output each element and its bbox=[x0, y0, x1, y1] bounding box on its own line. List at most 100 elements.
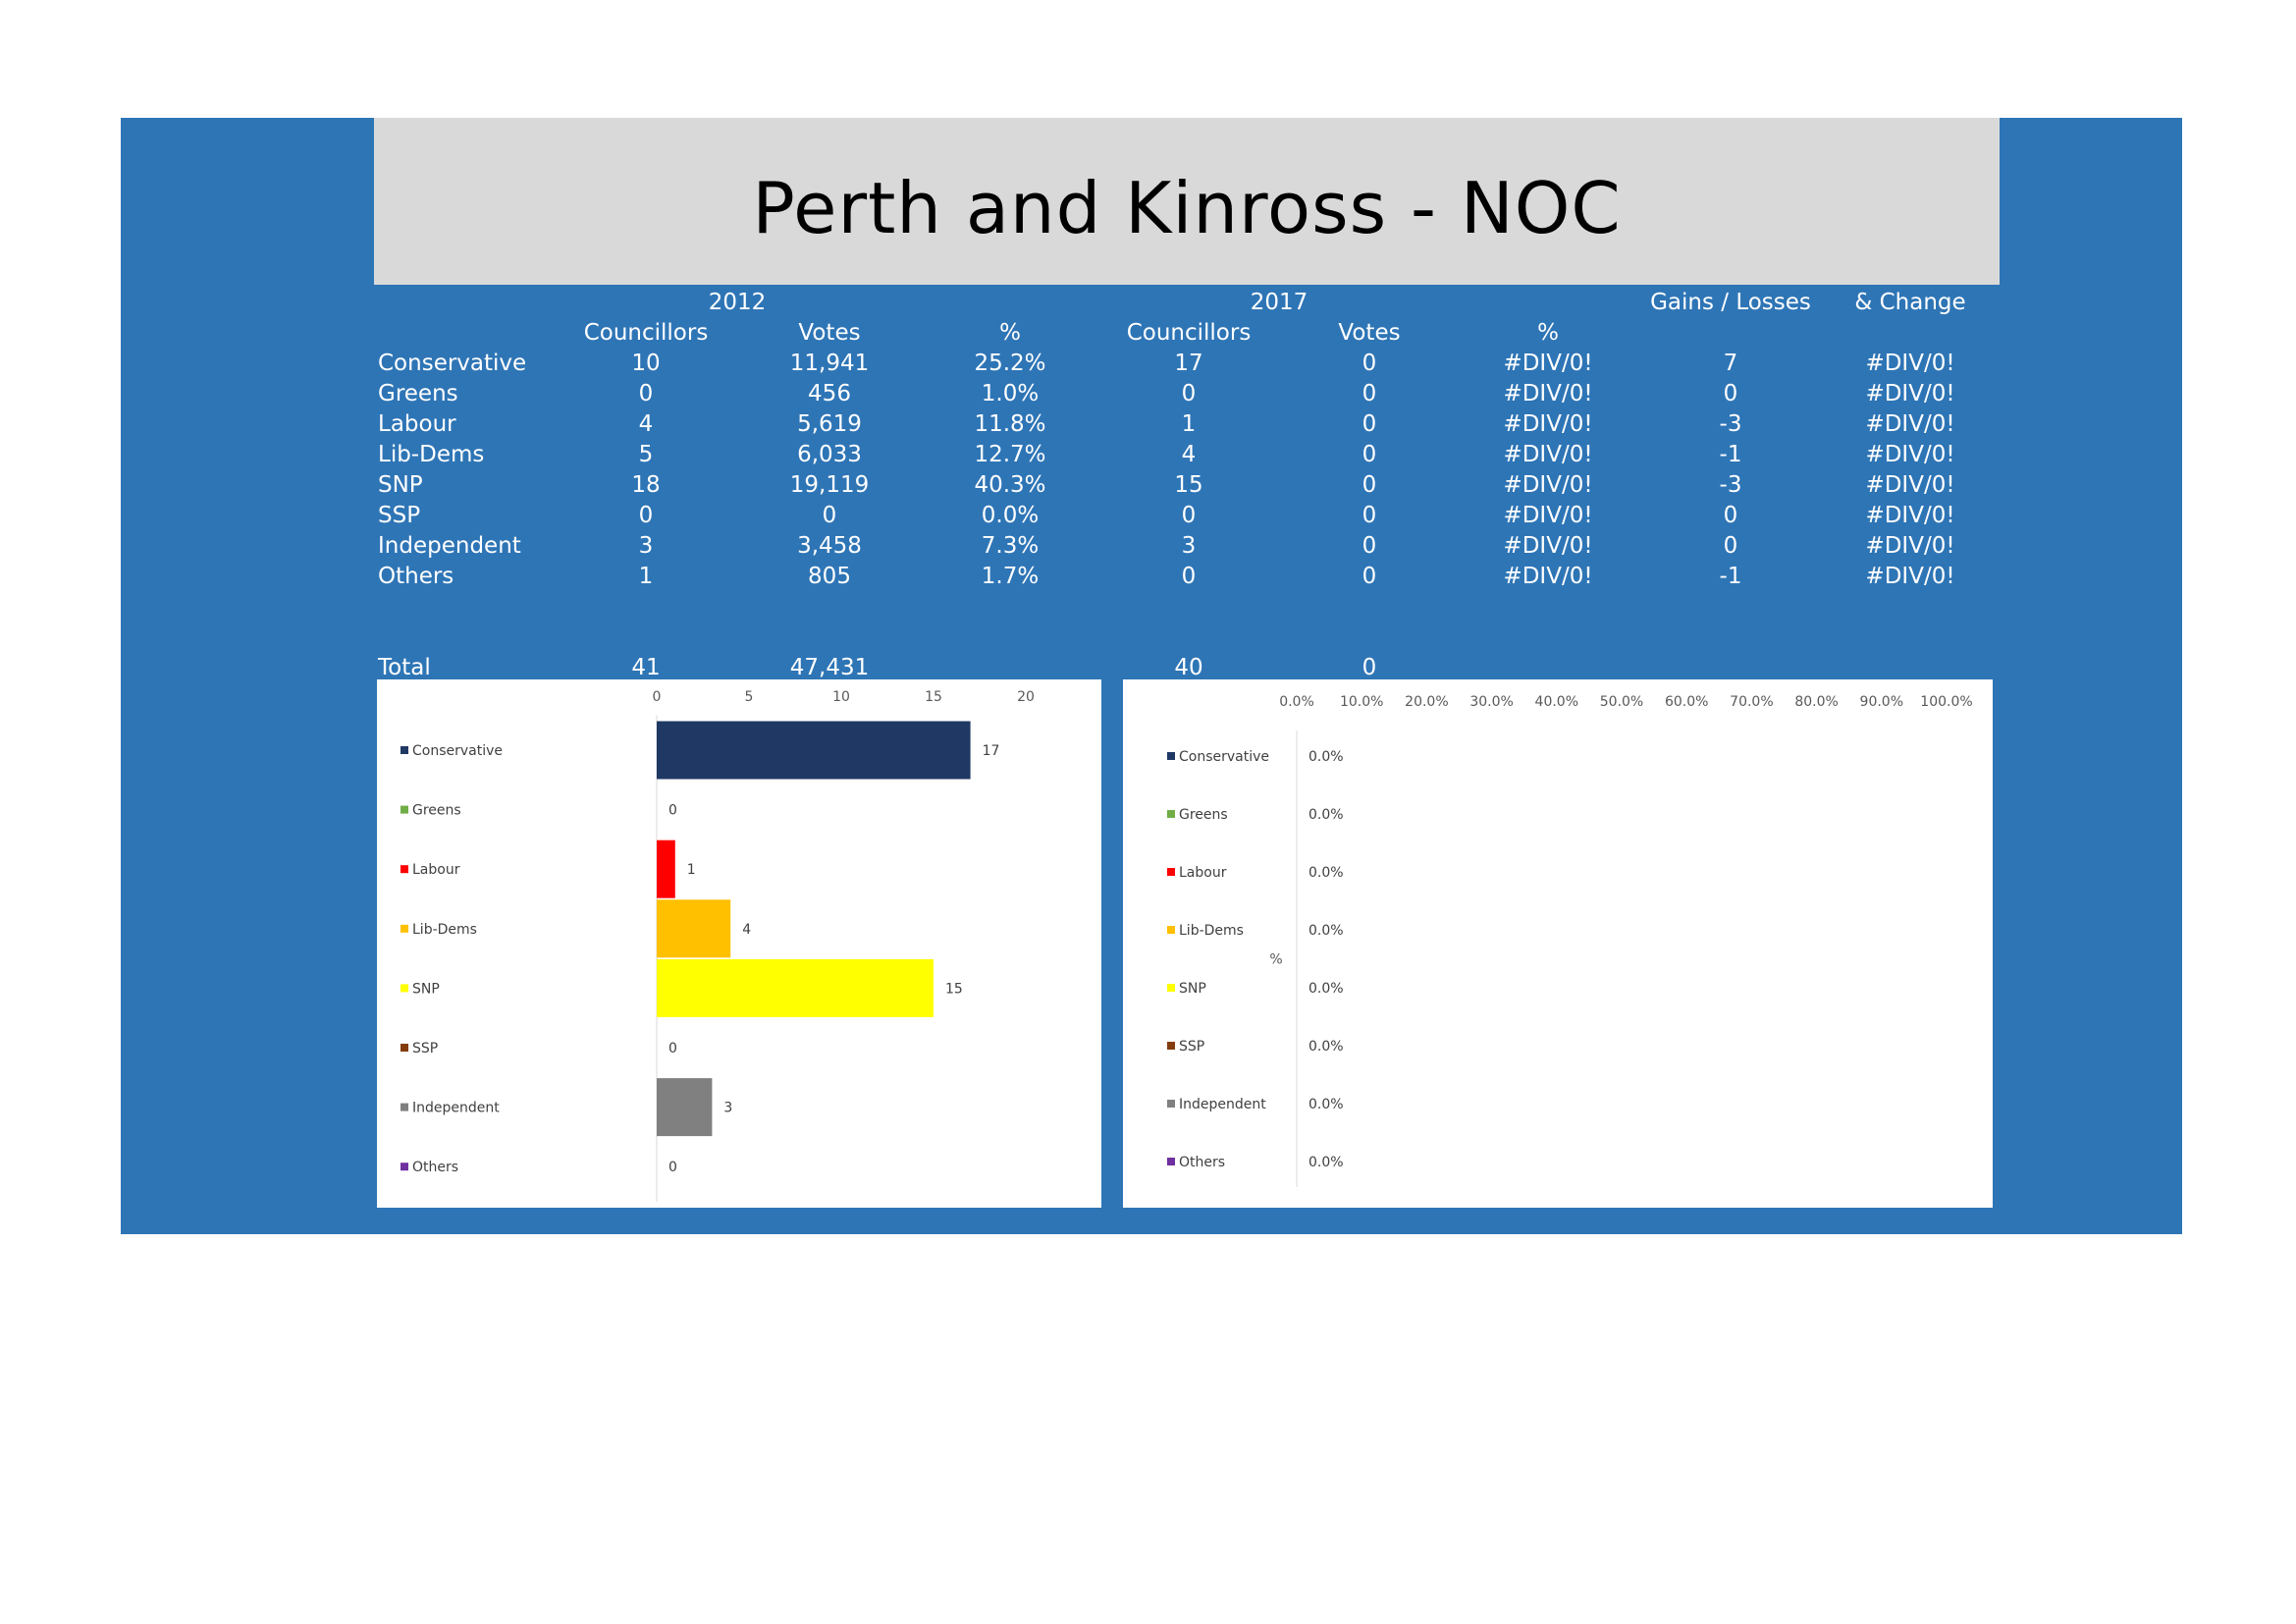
total-label: Total bbox=[378, 655, 431, 680]
results-panel: Perth and Kinross - NOC 2012 2017 Gains / … bbox=[121, 118, 2182, 1234]
data-label-labour: 0.0% bbox=[1308, 865, 1344, 881]
x-tick-label: 15 bbox=[925, 689, 942, 705]
header-pct-change: & Change bbox=[1854, 290, 1966, 315]
data-label-lib-dems: 4 bbox=[742, 922, 751, 938]
data-label-ssp: 0 bbox=[668, 1041, 677, 1056]
row-cell-v2017: 0 bbox=[1362, 564, 1377, 589]
row-party-name: SSP bbox=[378, 503, 421, 528]
row-cell-p2012: 25.2% bbox=[974, 351, 1046, 376]
row-cell-p2017: #DIV/0! bbox=[1503, 411, 1593, 437]
x-tick-label: 0.0% bbox=[1279, 694, 1314, 710]
legend-marker-independent bbox=[400, 1103, 408, 1111]
bar-labour bbox=[657, 839, 675, 898]
legend-label-others: Others bbox=[412, 1160, 458, 1175]
x-tick-label: 0 bbox=[653, 689, 662, 705]
legend-label-greens: Greens bbox=[1179, 807, 1228, 823]
x-tick-label: 100.0% bbox=[1920, 694, 1972, 710]
row-cell-c2017: 17 bbox=[1174, 351, 1203, 376]
row-party-name: Lib-Dems bbox=[378, 442, 485, 467]
data-label-ssp: 0.0% bbox=[1308, 1039, 1344, 1055]
row-cell-v2012: 19,119 bbox=[789, 472, 870, 498]
legend-label-conservative: Conservative bbox=[412, 743, 503, 759]
legend-label-others: Others bbox=[1179, 1155, 1225, 1170]
row-cell-gl: -1 bbox=[1719, 442, 1742, 467]
row-cell-v2017: 0 bbox=[1362, 411, 1377, 437]
row-cell-v2017: 0 bbox=[1362, 351, 1377, 376]
bar-snp bbox=[657, 958, 934, 1017]
row-cell-c2017: 0 bbox=[1181, 503, 1197, 528]
header-gains-losses: Gains / Losses bbox=[1650, 290, 1811, 315]
header-councillors-2012: Councillors bbox=[583, 320, 709, 346]
data-label-independent: 0.0% bbox=[1308, 1097, 1344, 1112]
data-label-independent: 3 bbox=[723, 1101, 732, 1116]
legend-label-labour: Labour bbox=[1179, 865, 1227, 881]
x-tick-label: 70.0% bbox=[1730, 694, 1773, 710]
legend-marker-independent bbox=[1167, 1100, 1175, 1108]
x-tick-label: 50.0% bbox=[1600, 694, 1643, 710]
header-year-2017: 2017 bbox=[1250, 290, 1308, 315]
row-cell-gl: 0 bbox=[1723, 503, 1738, 528]
row-cell-p2012: 12.7% bbox=[974, 442, 1046, 467]
row-cell-gl: 0 bbox=[1723, 533, 1738, 559]
row-cell-c2012: 1 bbox=[638, 564, 654, 589]
total-councillors-2017: 40 bbox=[1174, 655, 1203, 680]
row-cell-chg: #DIV/0! bbox=[1865, 503, 1955, 528]
data-label-others: 0 bbox=[668, 1160, 677, 1175]
title-banner: Perth and Kinross - NOC bbox=[374, 118, 2000, 285]
row-cell-p2012: 0.0% bbox=[981, 503, 1040, 528]
legend-label-independent: Independent bbox=[1179, 1097, 1266, 1112]
header-votes-2017: Votes bbox=[1338, 320, 1401, 346]
row-cell-gl: 0 bbox=[1723, 381, 1738, 406]
row-cell-c2012: 4 bbox=[638, 411, 654, 437]
row-cell-v2017: 0 bbox=[1362, 533, 1377, 559]
header-votes-2012: Votes bbox=[798, 320, 861, 346]
total-votes-2012: 47,431 bbox=[789, 655, 870, 680]
row-cell-c2017: 3 bbox=[1181, 533, 1197, 559]
legend-marker-snp bbox=[1167, 984, 1175, 992]
header-councillors-2017: Councillors bbox=[1126, 320, 1252, 346]
vote-share-chart-svg: 0.0% 10.0% 20.0% 30.0% 40.0% 50.0% 60.0% 70.0% 8… bbox=[1167, 694, 1973, 1187]
row-cell-chg: #DIV/0! bbox=[1865, 411, 1955, 437]
legend-label-ssp: SSP bbox=[412, 1041, 438, 1056]
row-cell-gl: 7 bbox=[1723, 351, 1738, 376]
total-councillors-2012: 41 bbox=[631, 655, 661, 680]
row-cell-v2017: 0 bbox=[1362, 381, 1377, 406]
header-year-2012: 2012 bbox=[708, 290, 767, 315]
x-tick-label: 10.0% bbox=[1340, 694, 1383, 710]
row-cell-p2017: #DIV/0! bbox=[1503, 472, 1593, 498]
row-party-name: Others bbox=[378, 564, 454, 589]
data-label-snp: 15 bbox=[945, 981, 963, 997]
row-party-name: SNP bbox=[378, 472, 423, 498]
legend-label-labour: Labour bbox=[412, 862, 460, 878]
legend-marker-ssp bbox=[1167, 1042, 1175, 1050]
row-cell-p2012: 40.3% bbox=[974, 472, 1046, 498]
row-cell-chg: #DIV/0! bbox=[1865, 533, 1955, 559]
row-cell-gl: -1 bbox=[1719, 564, 1742, 589]
row-cell-c2012: 5 bbox=[638, 442, 654, 467]
legend-label-lib-dems: Lib-Dems bbox=[412, 922, 477, 938]
row-cell-p2012: 7.3% bbox=[981, 533, 1040, 559]
row-cell-v2017: 0 bbox=[1362, 503, 1377, 528]
total-votes-2017: 0 bbox=[1362, 655, 1377, 680]
legend-marker-greens bbox=[400, 805, 408, 814]
legend-label-conservative: Conservative bbox=[1179, 749, 1269, 765]
legend-marker-labour bbox=[1167, 868, 1175, 876]
legend-label-lib-dems: Lib-Dems bbox=[1179, 923, 1244, 939]
row-cell-c2017: 0 bbox=[1181, 564, 1197, 589]
data-label-lib-dems: 0.0% bbox=[1308, 923, 1344, 939]
vote-share-bar-chart: 0.0% 10.0% 20.0% 30.0% 40.0% 50.0% 60.0% 70.0% 8… bbox=[1123, 679, 1993, 1208]
row-cell-c2017: 0 bbox=[1181, 381, 1197, 406]
row-cell-v2012: 6,033 bbox=[797, 442, 862, 467]
legend-label-independent: Independent bbox=[412, 1101, 500, 1116]
row-cell-c2012: 0 bbox=[638, 381, 654, 406]
data-label-conservative: 17 bbox=[983, 743, 1000, 759]
legend-marker-conservative bbox=[1167, 752, 1175, 760]
row-cell-v2017: 0 bbox=[1362, 442, 1377, 467]
row-cell-chg: #DIV/0! bbox=[1865, 351, 1955, 376]
bar-conservative bbox=[657, 721, 971, 780]
legend-marker-ssp bbox=[400, 1044, 408, 1052]
legend-marker-conservative bbox=[400, 746, 408, 754]
x-tick-label: 20.0% bbox=[1405, 694, 1448, 710]
data-label-conservative: 0.0% bbox=[1308, 749, 1344, 765]
data-label-labour: 1 bbox=[687, 862, 696, 878]
